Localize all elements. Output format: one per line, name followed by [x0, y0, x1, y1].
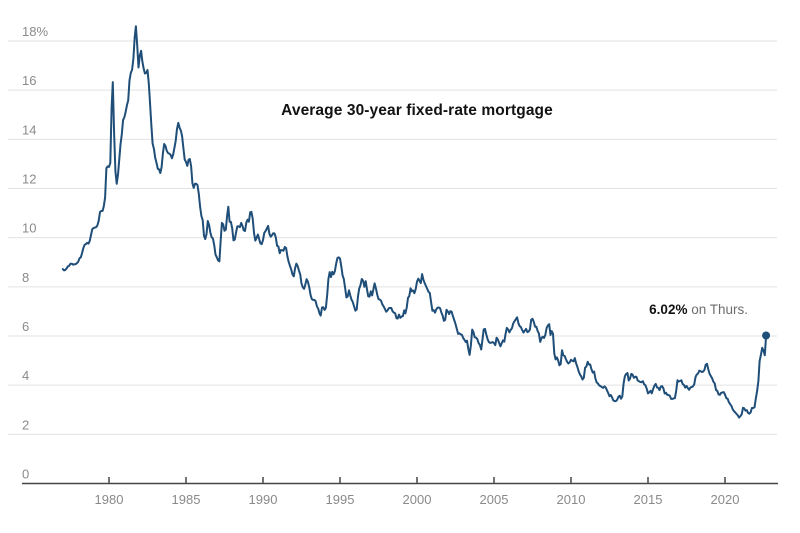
y-axis-label: 8: [22, 270, 29, 285]
x-axis-label: 1980: [95, 492, 124, 507]
y-axis-label: 14: [22, 122, 36, 137]
y-axis-label: 0: [22, 467, 29, 482]
latest-rate-annotation: 6.02% on Thurs.: [649, 302, 748, 317]
y-axis-label: 16: [22, 73, 36, 88]
x-axis-label: 2010: [557, 492, 586, 507]
y-axis-label: 18%: [22, 24, 48, 39]
latest-rate-suffix: on Thurs.: [687, 302, 748, 317]
mortgage-rate-line: [61, 25, 768, 419]
x-axis-label: 1995: [326, 492, 355, 507]
x-axis-label: 1990: [249, 492, 278, 507]
x-axis-label: 2000: [403, 492, 432, 507]
y-axis-label: 10: [22, 221, 36, 236]
y-axis-label: 6: [22, 319, 29, 334]
x-axis-label: 2020: [711, 492, 740, 507]
chart-title: Average 30-year fixed-rate mortgage: [281, 102, 553, 119]
y-axis-label: 4: [22, 368, 29, 383]
x-axis-label: 2015: [634, 492, 663, 507]
y-axis-label: 12: [22, 172, 36, 187]
latest-rate-value: 6.02%: [649, 302, 688, 317]
x-axis-label: 2005: [480, 492, 509, 507]
x-axis-label: 1985: [172, 492, 201, 507]
y-axis-label: 2: [22, 417, 29, 432]
latest-value-dot: [762, 331, 771, 340]
